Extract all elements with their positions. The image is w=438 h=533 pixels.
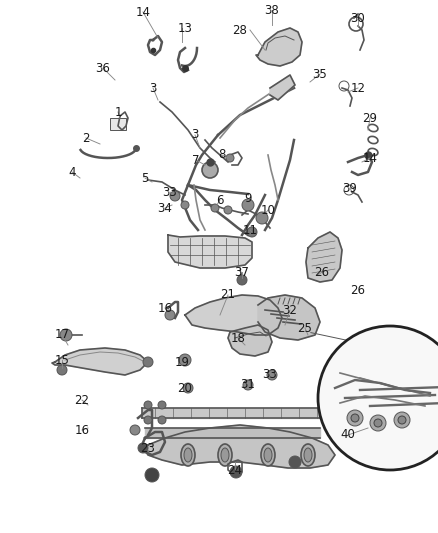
Polygon shape bbox=[145, 425, 335, 468]
Circle shape bbox=[144, 416, 152, 424]
Text: 38: 38 bbox=[265, 4, 279, 17]
Ellipse shape bbox=[304, 448, 312, 462]
Text: 29: 29 bbox=[363, 111, 378, 125]
Text: 35: 35 bbox=[313, 68, 327, 80]
Text: 30: 30 bbox=[351, 12, 365, 25]
Ellipse shape bbox=[301, 444, 315, 466]
Text: 22: 22 bbox=[74, 393, 89, 407]
Circle shape bbox=[247, 227, 257, 237]
Circle shape bbox=[181, 201, 189, 209]
Text: 10: 10 bbox=[261, 204, 276, 216]
Text: 31: 31 bbox=[240, 378, 255, 392]
Circle shape bbox=[394, 412, 410, 428]
Polygon shape bbox=[52, 348, 148, 375]
Circle shape bbox=[370, 415, 386, 431]
Circle shape bbox=[224, 206, 232, 214]
Text: 24: 24 bbox=[227, 464, 243, 477]
Polygon shape bbox=[168, 235, 252, 268]
Polygon shape bbox=[306, 232, 342, 282]
Text: 16: 16 bbox=[74, 424, 89, 437]
Polygon shape bbox=[228, 325, 272, 356]
Polygon shape bbox=[145, 428, 320, 438]
Circle shape bbox=[165, 310, 175, 320]
Text: 39: 39 bbox=[343, 182, 357, 195]
Circle shape bbox=[374, 419, 382, 427]
Circle shape bbox=[226, 154, 234, 162]
Circle shape bbox=[318, 326, 438, 470]
Circle shape bbox=[57, 365, 67, 375]
Circle shape bbox=[138, 443, 148, 453]
Text: 26: 26 bbox=[350, 284, 365, 296]
Circle shape bbox=[158, 401, 166, 409]
Ellipse shape bbox=[264, 448, 272, 462]
Circle shape bbox=[211, 204, 219, 212]
Text: 33: 33 bbox=[162, 185, 177, 198]
Text: 40: 40 bbox=[341, 429, 356, 441]
Ellipse shape bbox=[221, 448, 229, 462]
Circle shape bbox=[230, 466, 242, 478]
Text: 34: 34 bbox=[158, 201, 173, 214]
Circle shape bbox=[202, 162, 218, 178]
Text: 4: 4 bbox=[68, 166, 76, 179]
Ellipse shape bbox=[181, 444, 195, 466]
Text: 1: 1 bbox=[114, 106, 122, 118]
Text: 36: 36 bbox=[95, 61, 110, 75]
Text: 28: 28 bbox=[233, 23, 247, 36]
Text: 2: 2 bbox=[82, 132, 90, 144]
Text: 3: 3 bbox=[191, 128, 199, 141]
Circle shape bbox=[256, 212, 268, 224]
Circle shape bbox=[179, 354, 191, 366]
Text: 25: 25 bbox=[297, 321, 312, 335]
Polygon shape bbox=[142, 408, 325, 418]
Circle shape bbox=[158, 416, 166, 424]
Text: 19: 19 bbox=[174, 356, 190, 368]
Circle shape bbox=[347, 410, 363, 426]
Circle shape bbox=[130, 425, 140, 435]
Circle shape bbox=[289, 456, 301, 468]
Text: 7: 7 bbox=[192, 154, 200, 166]
Text: 12: 12 bbox=[350, 82, 365, 94]
Circle shape bbox=[242, 199, 254, 211]
Text: 37: 37 bbox=[235, 265, 249, 279]
Text: 18: 18 bbox=[230, 332, 245, 344]
Polygon shape bbox=[185, 295, 282, 335]
Text: 21: 21 bbox=[220, 288, 236, 302]
Circle shape bbox=[145, 468, 159, 482]
Circle shape bbox=[237, 275, 247, 285]
Polygon shape bbox=[258, 295, 320, 340]
Text: 14: 14 bbox=[363, 151, 378, 165]
Circle shape bbox=[144, 401, 152, 409]
Text: 13: 13 bbox=[177, 21, 192, 35]
Text: 20: 20 bbox=[177, 382, 192, 394]
Bar bbox=[110, 118, 126, 130]
Text: 6: 6 bbox=[216, 193, 224, 206]
Circle shape bbox=[351, 414, 359, 422]
Text: 23: 23 bbox=[141, 441, 155, 455]
Circle shape bbox=[243, 380, 253, 390]
Text: 15: 15 bbox=[55, 353, 70, 367]
Circle shape bbox=[398, 416, 406, 424]
Ellipse shape bbox=[218, 444, 232, 466]
Text: 8: 8 bbox=[218, 149, 226, 161]
Text: 33: 33 bbox=[263, 368, 277, 382]
Text: 9: 9 bbox=[244, 191, 252, 205]
Text: 16: 16 bbox=[158, 302, 173, 314]
Circle shape bbox=[183, 383, 193, 393]
Ellipse shape bbox=[261, 444, 275, 466]
Text: 26: 26 bbox=[314, 265, 329, 279]
Text: 32: 32 bbox=[283, 303, 297, 317]
Circle shape bbox=[60, 329, 72, 341]
Circle shape bbox=[143, 357, 153, 367]
Polygon shape bbox=[270, 75, 295, 100]
Text: 11: 11 bbox=[243, 223, 258, 237]
Circle shape bbox=[170, 191, 180, 201]
Circle shape bbox=[267, 370, 277, 380]
Text: 3: 3 bbox=[149, 82, 157, 94]
Text: 5: 5 bbox=[141, 172, 148, 184]
Ellipse shape bbox=[184, 448, 192, 462]
Text: 17: 17 bbox=[54, 328, 70, 342]
Polygon shape bbox=[256, 28, 302, 66]
Text: 14: 14 bbox=[135, 5, 151, 19]
